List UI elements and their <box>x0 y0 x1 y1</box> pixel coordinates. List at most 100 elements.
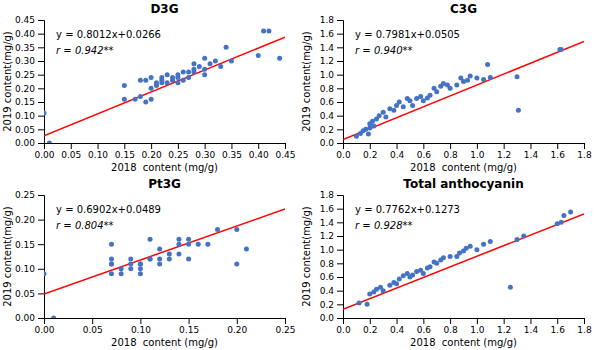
point <box>434 89 439 94</box>
y-axis-tick: 0.10 <box>15 111 44 121</box>
y-axis-title: 2019 content(mg/g) <box>301 206 312 307</box>
x-axis-tick-label: 0.0 <box>336 150 351 160</box>
x-axis-tick-label: 0.25 <box>168 150 188 160</box>
y-axis-tick-mark <box>38 293 44 294</box>
annotation: y = 0.8012x+0.0266 <box>56 29 161 40</box>
x-axis-tick: 0.35 <box>222 143 242 160</box>
point <box>186 69 191 74</box>
y-axis-line <box>38 196 45 319</box>
points <box>44 227 249 318</box>
y-axis-tick-label: 0.05 <box>15 289 35 299</box>
regression-line <box>44 209 285 294</box>
point <box>133 97 138 102</box>
x-axis-tick: 0.4 <box>390 143 405 160</box>
point <box>181 69 186 74</box>
x-axis-tick-mark <box>477 143 478 149</box>
plot-area <box>343 210 584 310</box>
point <box>202 67 207 72</box>
x-axis-tick-mark <box>584 318 585 324</box>
x-axis-tick-mark <box>237 318 238 324</box>
x-axis-title: 2018 content (mg/g) <box>111 162 218 173</box>
x-axis-tick-mark <box>584 143 585 149</box>
x-axis-tick-mark <box>423 318 424 324</box>
x-axis-tick-mark <box>504 143 505 149</box>
x-axis-tick: 0.6 <box>417 318 432 335</box>
x-axis-tick-label: 0.2 <box>363 325 377 335</box>
point <box>143 78 148 83</box>
y-axis-tick-mark <box>337 263 343 264</box>
x-axis-tick-mark <box>557 318 558 324</box>
y-axis-tick-label: 0.35 <box>15 43 35 53</box>
y-axis-tick-mark <box>337 291 343 292</box>
y-axis-tick-label: 0.15 <box>15 97 35 107</box>
panel: 0.000.050.100.150.200.250.300.350.400.45… <box>2 2 296 173</box>
point <box>186 256 191 261</box>
x-axis-tick-label: 0.10 <box>131 325 151 335</box>
x-axis-tick-label: 0.15 <box>115 150 135 160</box>
point <box>488 75 493 80</box>
y-axis-tick-mark <box>38 143 44 144</box>
point <box>176 242 181 247</box>
x-axis-tick-label: 0.6 <box>417 150 432 160</box>
y-axis-tick-mark <box>38 269 44 270</box>
x-axis-tick: 1.0 <box>470 143 485 160</box>
points <box>44 28 282 143</box>
x-axis-tick: 1.6 <box>551 143 566 160</box>
x-axis-tick: 0.20 <box>227 318 247 335</box>
point <box>381 288 386 293</box>
point <box>365 302 370 307</box>
y-axis-tick-label: 0.20 <box>15 215 35 225</box>
point <box>481 77 486 82</box>
x-axis-tick-label: 0.35 <box>222 150 242 160</box>
y-axis-tick: 0.8 <box>320 84 343 94</box>
x-axis-tick-mark <box>370 318 371 324</box>
point <box>244 247 249 252</box>
y-axis-tick-mark <box>337 236 343 237</box>
point <box>138 78 143 83</box>
point <box>138 94 143 99</box>
y-axis-tick: 1.4 <box>320 43 343 53</box>
point <box>410 272 415 277</box>
y-axis-tick-label: 0.4 <box>320 286 335 296</box>
x-axis-tick-label: 0.45 <box>275 150 295 160</box>
point <box>421 271 426 276</box>
y-axis-tick: 0.4 <box>320 286 343 296</box>
y-axis-tick: 0.6 <box>320 97 343 107</box>
x-axis-tick: 1.8 <box>577 143 592 160</box>
x-axis-tick-mark <box>178 143 179 149</box>
point <box>568 210 573 215</box>
point <box>202 72 207 77</box>
x-axis-tick: 0.05 <box>61 143 81 160</box>
point <box>410 103 415 108</box>
x-axis-tick-label: 0.2 <box>363 150 377 160</box>
point <box>515 74 520 79</box>
x-axis-tick: 0.10 <box>131 318 151 335</box>
point <box>465 78 470 83</box>
x-axis-tick-label: 0.00 <box>34 150 54 160</box>
point <box>428 264 433 269</box>
annotation: r = 0.942** <box>56 45 113 56</box>
y-axis-tick-label: 0.20 <box>15 84 35 94</box>
point <box>197 64 202 69</box>
point <box>218 64 223 69</box>
y-axis-tick-label: 0.45 <box>15 15 35 25</box>
point <box>138 271 143 276</box>
y-axis-tick: 0.0 <box>320 313 343 323</box>
point <box>157 261 162 266</box>
point <box>143 100 148 105</box>
x-axis-tick-label: 0.05 <box>61 150 81 160</box>
point <box>186 75 191 80</box>
point <box>165 80 170 85</box>
y-axis-line <box>337 21 344 144</box>
y-axis-line <box>337 196 344 319</box>
y-axis-tick-mark <box>38 34 44 35</box>
y-axis-tick: 1.0 <box>320 70 343 80</box>
point <box>109 261 114 266</box>
point <box>441 255 446 260</box>
point <box>122 83 127 88</box>
x-axis-line <box>344 144 585 150</box>
y-axis-tick-label: 0.2 <box>320 125 334 135</box>
y-axis: 0.000.050.100.150.200.250.300.350.400.45 <box>15 15 45 148</box>
x-axis-tick-mark <box>285 143 286 149</box>
point <box>44 110 47 115</box>
